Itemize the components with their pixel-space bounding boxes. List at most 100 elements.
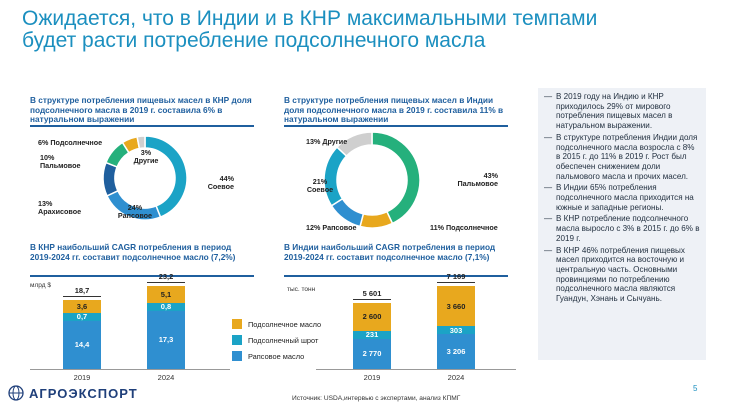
legend-swatch-sunflower-oil <box>232 319 242 329</box>
india-cagr-rule <box>284 275 508 277</box>
china-share-heading-box: В структуре потребления пищевых масел в … <box>30 95 254 125</box>
bar-legend: Подсолнечное масло Подсолнечный шрот Рап… <box>232 316 321 364</box>
india-x-axis <box>316 369 516 370</box>
china-bar-rapeseed-2024: 17,3 <box>147 310 185 369</box>
china-soy-label: 44% Соевое <box>170 174 234 192</box>
china-rape-name: Рапсовое <box>117 211 153 221</box>
finding-text: В КНР 46% потребления пищевых масел прих… <box>556 245 685 304</box>
india-other-label: 13% Другие <box>306 137 348 146</box>
finding-item: — В 2019 году на Индию и КНР приходилось … <box>544 92 700 131</box>
china-peanut-name: Арахисовое <box>38 207 82 217</box>
china-x-tick-2024: 2024 <box>157 373 175 382</box>
india-slice-соевое <box>323 146 348 207</box>
page-title: Ожидается, что в Индии и в КНР максималь… <box>22 7 598 52</box>
china-soy-name: Соевое <box>207 182 234 192</box>
finding-item: — В КНР 46% потребления пищевых масел при… <box>544 246 700 304</box>
india-share-heading-box: В структуре потребления пищевых масел в … <box>284 95 508 125</box>
legend-swatch-rapeseed-oil <box>232 351 242 361</box>
india-cagr-heading: В Индии наибольший CAGR потребления в пе… <box>284 242 496 262</box>
china-bar-rapeseed-2019: 14,4 <box>63 320 101 369</box>
china-x-axis <box>30 369 230 370</box>
finding-text: В 2019 году на Индию и КНР приходилось 2… <box>556 92 673 131</box>
india-share-rule <box>284 125 508 127</box>
china-peanut-label: 13% Арахисовое <box>38 199 98 217</box>
china-bar-meal-2019: 0,7 <box>63 312 101 321</box>
china-slice-другие <box>136 135 146 150</box>
legend-rapeseed-oil: Рапсовое масло <box>232 348 321 364</box>
legend-sunflower-meal: Подсолнечный шрот <box>232 332 321 348</box>
finding-text: В Индии 65% потребления подсолнечного ма… <box>556 183 694 212</box>
china-other-pct: 3% <box>140 148 152 157</box>
china-cagr-heading: В КНР наибольший CAGR потребления в пери… <box>30 242 236 262</box>
key-findings-panel: — В 2019 году на Индию и КНР приходилось … <box>538 88 706 360</box>
china-total-2019: 18,7 <box>74 286 90 296</box>
legend-label-sunflower-meal: Подсолнечный шрот <box>248 335 319 345</box>
india-palm-pct: 43% <box>483 171 498 180</box>
india-total-line-2024 <box>437 282 475 284</box>
finding-dash: — <box>544 132 553 142</box>
india-cagr-heading-box: В Индии наибольший CAGR потребления в пе… <box>284 242 508 262</box>
china-rape-label: 24% Рапсовое <box>110 203 160 221</box>
finding-item: — В структуре потребления Индии доля подс… <box>544 133 700 182</box>
india-bar-meal-2024: 303 <box>437 326 475 335</box>
india-slice-пальмовое <box>371 131 421 225</box>
finding-text: В КНР потребление подсолнечного масла вы… <box>556 214 700 243</box>
legend-swatch-sunflower-meal <box>232 335 242 345</box>
china-peanut-pct: 13% <box>38 199 53 208</box>
india-share-heading: В структуре потребления пищевых масел в … <box>284 95 504 125</box>
china-other-name: Другие <box>133 156 159 166</box>
china-bar-meal-2024: 0,8 <box>147 302 185 311</box>
china-bar-sunflower-2024: 5,1 <box>147 285 185 303</box>
china-soy-pct: 44% <box>219 174 234 183</box>
india-slice-другие <box>335 131 373 158</box>
finding-dash: — <box>544 214 553 224</box>
legend-label-sunflower-oil: Подсолнечное масло <box>248 319 322 329</box>
china-share-rule <box>30 125 254 127</box>
india-bar-rapeseed-2024: 3 206 <box>437 334 475 369</box>
page-number: 5 <box>693 384 698 393</box>
india-bar-rapeseed-2019: 2 770 <box>353 338 391 369</box>
china-palm-label: 10% Пальмовое <box>40 153 100 171</box>
china-sun-label: 6% Подсолнечное <box>38 138 103 147</box>
india-bar-meal-2019: 231 <box>353 330 391 339</box>
china-total-line-2024 <box>147 281 185 283</box>
china-x-tick-2019: 2019 <box>73 373 91 382</box>
legend-label-rapeseed-oil: Рапсовое масло <box>248 351 305 361</box>
india-soy-pct: 21% <box>312 177 328 186</box>
india-total-2024: 7 169 <box>446 272 466 282</box>
logo-text: АГРОЭКСПОРТ <box>29 385 138 401</box>
india-unit: тыс. тонн <box>287 286 316 293</box>
india-x-tick-2019: 2019 <box>363 373 381 382</box>
india-total-line-2019 <box>353 298 391 300</box>
china-other-label: 3% Другие <box>124 148 168 166</box>
china-cagr-rule <box>30 275 254 277</box>
china-palm-name: Пальмовое <box>40 161 81 171</box>
finding-text: В структуре потребления Индии доля подсо… <box>556 132 698 181</box>
china-palm-pct: 10% <box>40 153 55 162</box>
finding-item: — В Индии 65% потребления подсолнечного м… <box>544 183 700 212</box>
india-soy-name: Соевое <box>306 185 334 195</box>
china-total-line-2019 <box>63 296 101 298</box>
china-unit: млрд $ <box>30 282 51 289</box>
china-bar-sunflower-2019: 3,6 <box>63 300 101 313</box>
india-x-tick-2024: 2024 <box>447 373 465 382</box>
india-bar-sunflower-2019: 2 600 <box>353 302 391 331</box>
finding-dash: — <box>544 183 553 193</box>
india-soy-label: 21% Соевое <box>300 177 340 195</box>
source-note: Источник: USDA,интервью с экспертами, ан… <box>292 395 461 402</box>
china-rape-pct: 24% <box>127 203 143 212</box>
agroexport-logo: АГРОЭКСПОРТ <box>8 385 138 401</box>
china-cagr-heading-box: В КНР наибольший CAGR потребления в пери… <box>30 242 254 262</box>
finding-dash: — <box>544 92 553 101</box>
india-palm-label: 43% Пальмовое <box>440 171 498 189</box>
finding-item: — В КНР потребление подсолнечного масла в… <box>544 214 700 243</box>
china-total-2024: 23,2 <box>158 271 174 281</box>
india-bar-sunflower-2024: 3 660 <box>437 286 475 327</box>
globe-icon <box>8 385 24 401</box>
india-sun-label: 11% Подсолнечное <box>430 223 498 232</box>
finding-dash: — <box>544 245 553 255</box>
china-share-heading: В структуре потребления пищевых масел в … <box>30 95 252 125</box>
india-total-2019: 5 601 <box>362 288 382 298</box>
